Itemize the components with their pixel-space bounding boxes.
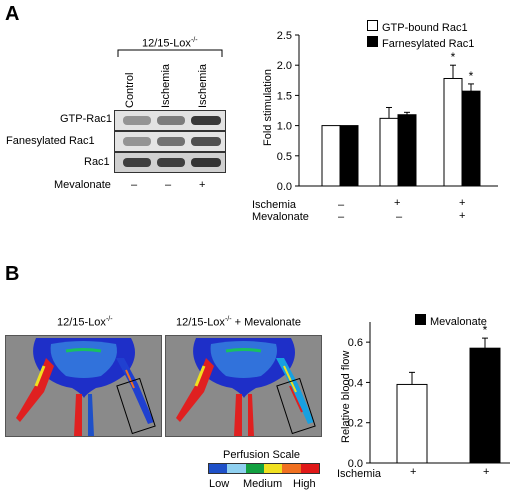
panel-b-letter: B xyxy=(5,263,20,285)
image-right-title-suffix: + Mevalonate xyxy=(231,316,301,329)
scale-color-1 xyxy=(209,464,228,473)
perfusion-scale-high: High xyxy=(293,478,316,490)
legend-swatch-black xyxy=(367,36,378,47)
significance-marker: * xyxy=(451,50,456,64)
chart-a-mark: – xyxy=(338,199,345,211)
blot-band xyxy=(157,137,185,146)
chart-a-mark: + xyxy=(459,210,466,222)
blot-row-label-rac1: Rac1 xyxy=(84,156,110,168)
y-tick-label: 2.5 xyxy=(277,30,292,42)
scale-color-5 xyxy=(282,464,301,473)
blot-treatment-mark-2: – xyxy=(165,179,172,191)
perfusion-scale-low: Low xyxy=(209,478,230,490)
blot-row-label-farnesylated: Fanesylated Rac1 xyxy=(6,135,95,147)
chart-b-mark: + xyxy=(410,466,417,478)
chart-a-mark: + xyxy=(459,197,466,209)
blot-band xyxy=(123,158,151,167)
chart-a-mark: – xyxy=(338,211,345,223)
blot-farnesylated-rac1 xyxy=(114,131,226,152)
blot-band xyxy=(191,158,221,167)
y-tick-label: 0.6 xyxy=(348,337,363,349)
y-tick-label: 0.4 xyxy=(348,377,363,389)
y-tick-label: 0.5 xyxy=(277,151,292,163)
blot-rac1 xyxy=(114,152,226,173)
perfusion-scale-bar xyxy=(208,463,320,474)
legend-label-mevalonate: Mevalonate xyxy=(430,316,487,328)
image-left-title: 12/15-Lox-/- xyxy=(57,316,113,329)
scale-color-3 xyxy=(245,464,264,473)
legend-label-farnesylated: Farnesylated Rac1 xyxy=(382,38,475,50)
blot-group-name: 12/15-Lox xyxy=(142,37,191,50)
blot-band xyxy=(191,137,221,146)
chart-a-mark: + xyxy=(394,197,401,209)
image-left-title-text: 12/15-Lox xyxy=(57,316,106,329)
legend-swatch-white xyxy=(367,20,378,31)
blot-group-sup: -/- xyxy=(190,37,198,44)
blot-band xyxy=(123,137,151,146)
chart-a-row-label-mevalonate: Mevalonate xyxy=(252,211,309,223)
panel-a-letter: A xyxy=(5,3,20,25)
significance-marker: * xyxy=(483,323,488,337)
chart-b-mark: + xyxy=(483,466,490,478)
perfusion-image-control xyxy=(5,335,162,437)
y-tick-label: 0.0 xyxy=(348,458,363,470)
blot-treatment-mark-3: + xyxy=(199,179,206,191)
chart-b-legend: Mevalonate xyxy=(415,314,487,328)
blot-band xyxy=(157,116,185,125)
blot-group-label: 12/15-Lox-/- xyxy=(142,37,198,50)
image-right-title-text: 12/15-Lox xyxy=(176,316,225,329)
y-tick-label: 1.0 xyxy=(277,121,292,133)
blot-band xyxy=(191,116,221,125)
bar xyxy=(339,125,359,187)
chart-b-row-label-ischemia: Ischemia xyxy=(337,468,382,480)
legend-label-gtp: GTP-bound Rac1 xyxy=(382,22,468,34)
legend-item-farnesylated: Farnesylated Rac1 xyxy=(367,36,474,52)
scale-color-4 xyxy=(263,464,283,473)
chart-a-mark: – xyxy=(396,211,403,223)
perfusion-image-control-graphic xyxy=(16,338,156,436)
scale-color-2 xyxy=(227,464,246,473)
y-tick-label: 0.2 xyxy=(348,418,363,430)
bar xyxy=(469,347,501,464)
blot-gtp-rac1 xyxy=(114,110,226,131)
significance-marker: * xyxy=(469,69,474,83)
blot-band xyxy=(123,116,151,125)
perfusion-scale-title: Perfusion Scale xyxy=(223,449,301,461)
blot-treatment-label: Mevalonate xyxy=(54,179,111,191)
perfusion-image-mevalonate xyxy=(165,335,322,437)
image-right-title-sup: -/- xyxy=(224,316,232,323)
legend-swatch-mevalonate xyxy=(415,314,426,325)
image-right-title: 12/15-Lox-/- + Mevalonate xyxy=(176,316,301,329)
bar xyxy=(396,383,428,464)
blot-band xyxy=(157,158,185,167)
chart-b-ylabel: Relative blood flow xyxy=(340,350,352,443)
blot-treatment-mark-1: – xyxy=(131,179,138,191)
chart-a-legend: GTP-bound Rac1 Farnesylated Rac1 xyxy=(367,20,474,52)
legend-item-gtp: GTP-bound Rac1 xyxy=(367,20,474,36)
blot-row-label-gtp: GTP-Rac1 xyxy=(60,113,112,125)
y-tick-label: 1.5 xyxy=(277,90,292,102)
perfusion-image-mevalonate-graphic xyxy=(176,338,316,436)
perfusion-scale-medium: Medium xyxy=(243,478,283,490)
y-tick-label: 2.0 xyxy=(277,60,292,72)
scale-color-6 xyxy=(300,464,319,473)
image-left-title-sup: -/- xyxy=(105,316,113,323)
y-tick-label: 0.0 xyxy=(277,181,292,193)
chart-a-row-label-ischemia: Ischemia xyxy=(252,199,297,211)
